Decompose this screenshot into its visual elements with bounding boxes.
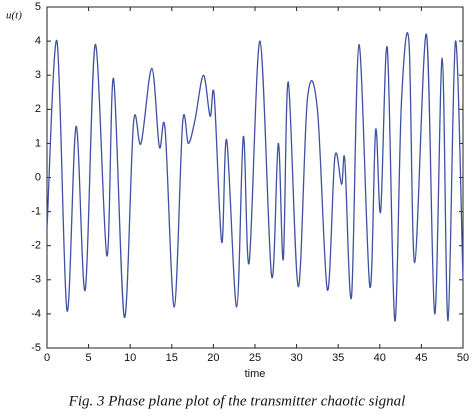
x-tick-label: 20 (207, 352, 219, 364)
x-tick-label: 35 (332, 352, 344, 364)
y-tick-label: 4 (35, 35, 41, 47)
y-tick-label: 1 (35, 137, 41, 149)
y-tick-label: 3 (35, 69, 41, 81)
x-tick-label: 5 (86, 352, 92, 364)
y-tick-label: -1 (31, 206, 41, 218)
y-tick-label: 2 (35, 103, 41, 115)
y-tick-label: 0 (35, 171, 41, 183)
y-tick-label: 5 (35, 1, 41, 13)
x-tick-label: 25 (249, 352, 261, 364)
x-tick-label: 40 (374, 352, 386, 364)
x-tick-label: 15 (166, 352, 178, 364)
caption: Fig. 3 Phase plane plot of the transmitt… (68, 393, 406, 409)
x-tick-label: 0 (44, 352, 50, 364)
y-axis-label: u(t) (6, 10, 22, 22)
y-tick-label: -3 (31, 274, 41, 286)
y-tick-label: -4 (31, 308, 41, 320)
x-tick-label: 30 (290, 352, 302, 364)
signal-line (46, 32, 464, 322)
x-axis-label: time (245, 368, 266, 380)
y-tick-label: -2 (31, 240, 41, 252)
x-tick-label: 50 (457, 352, 469, 364)
x-tick-label: 45 (415, 352, 427, 364)
y-tick-label: -5 (31, 342, 41, 354)
x-tick-label: 10 (124, 352, 136, 364)
